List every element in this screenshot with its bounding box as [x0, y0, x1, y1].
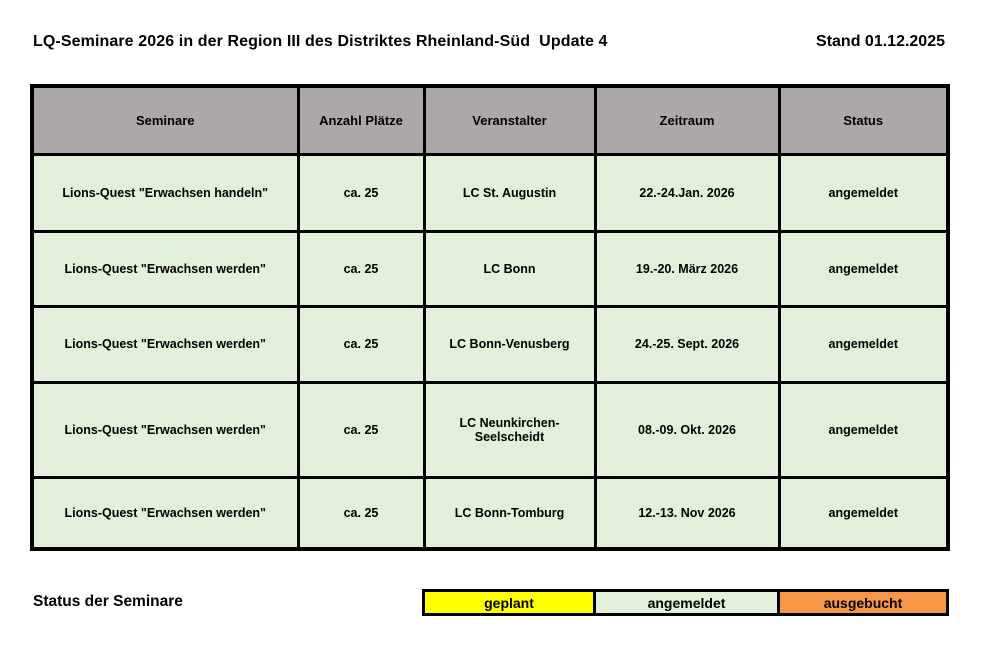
cell-veranstalter: LC Bonn-Venusberg	[422, 304, 597, 384]
cell-status: angemeldet	[777, 475, 950, 551]
header-cell-seminare: Seminare	[30, 84, 300, 156]
stand-date: Stand 01.12.2025	[816, 33, 945, 50]
header-cell-anzahl-plaetze: Anzahl Plätze	[296, 84, 426, 156]
legend-label: Status der Seminare	[33, 593, 183, 610]
table-row: Lions-Quest "Erwachsen handeln" ca. 25 L…	[30, 152, 950, 233]
status-legend: geplant angemeldet ausgebucht	[422, 589, 949, 616]
cell-seminar: Lions-Quest "Erwachsen werden"	[30, 229, 300, 308]
cell-veranstalter: LC Bonn	[422, 229, 597, 308]
cell-plaetze: ca. 25	[296, 229, 426, 308]
legend-item-angemeldet: angemeldet	[593, 589, 780, 616]
header-row: Seminare Anzahl Plätze Veranstalter Zeit…	[30, 84, 950, 156]
cell-seminar: Lions-Quest "Erwachsen werden"	[30, 304, 300, 384]
cell-seminar: Lions-Quest "Erwachsen handeln"	[30, 152, 300, 233]
legend-item-ausgebucht: ausgebucht	[777, 589, 949, 616]
title-row: LQ-Seminare 2026 in der Region III des D…	[33, 33, 945, 51]
cell-status: angemeldet	[777, 380, 950, 479]
cell-seminar: Lions-Quest "Erwachsen werden"	[30, 380, 300, 479]
table-row: Lions-Quest "Erwachsen werden" ca. 25 LC…	[30, 380, 950, 479]
cell-status: angemeldet	[777, 229, 950, 308]
cell-zeitraum: 08.-09. Okt. 2026	[593, 380, 781, 479]
cell-plaetze: ca. 25	[296, 475, 426, 551]
cell-zeitraum: 22.-24.Jan. 2026	[593, 152, 781, 233]
cell-status: angemeldet	[777, 304, 950, 384]
cell-zeitraum: 24.-25. Sept. 2026	[593, 304, 781, 384]
legend-row: geplant angemeldet ausgebucht	[422, 589, 949, 616]
cell-seminar: Lions-Quest "Erwachsen werden"	[30, 475, 300, 551]
cell-veranstalter: LC St. Augustin	[422, 152, 597, 233]
table-row: Lions-Quest "Erwachsen werden" ca. 25 LC…	[30, 229, 950, 308]
page-title: LQ-Seminare 2026 in der Region III des D…	[33, 33, 608, 50]
cell-veranstalter: LC Neunkirchen-Seelscheidt	[422, 380, 597, 479]
header-cell-veranstalter: Veranstalter	[422, 84, 597, 156]
cell-plaetze: ca. 25	[296, 304, 426, 384]
cell-plaetze: ca. 25	[296, 380, 426, 479]
cell-plaetze: ca. 25	[296, 152, 426, 233]
table-row: Lions-Quest "Erwachsen werden" ca. 25 LC…	[30, 304, 950, 384]
header-cell-zeitraum: Zeitraum	[593, 84, 781, 156]
cell-veranstalter: LC Bonn-Tomburg	[422, 475, 597, 551]
table-row: Lions-Quest "Erwachsen werden" ca. 25 LC…	[30, 475, 950, 551]
cell-zeitraum: 19.-20. März 2026	[593, 229, 781, 308]
cell-zeitraum: 12.-13. Nov 2026	[593, 475, 781, 551]
legend-item-geplant: geplant	[422, 589, 596, 616]
header-cell-status: Status	[777, 84, 950, 156]
seminars-table: Seminare Anzahl Plätze Veranstalter Zeit…	[30, 84, 950, 551]
cell-status: angemeldet	[777, 152, 950, 233]
